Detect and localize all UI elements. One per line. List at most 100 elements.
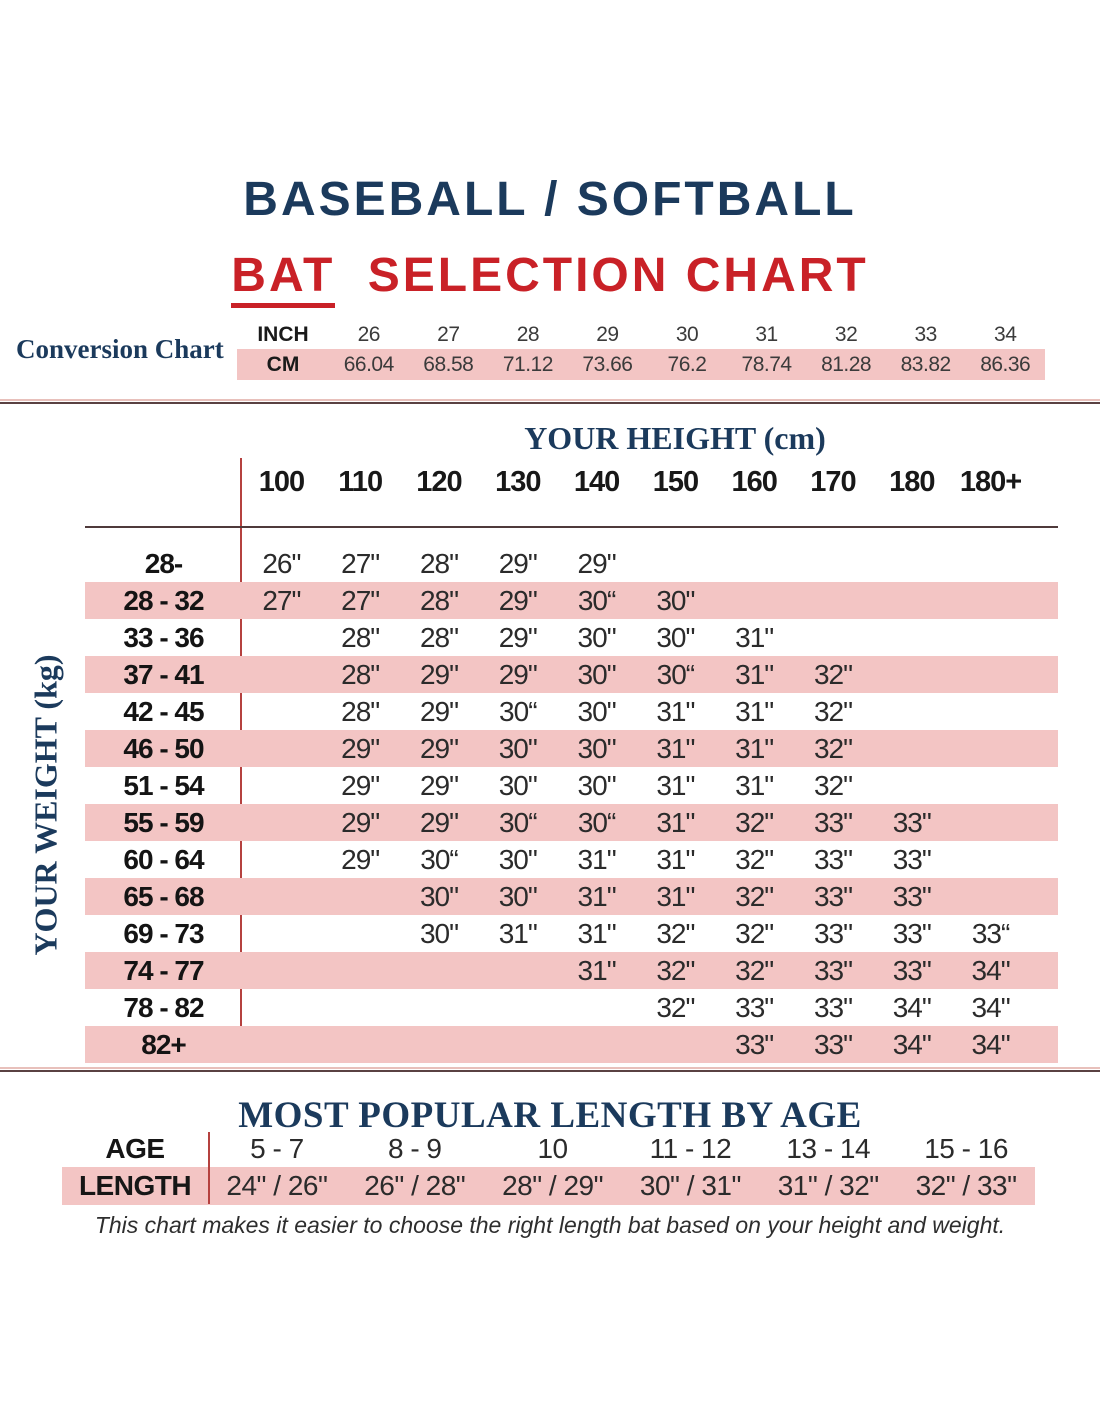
age-range-value: 15 - 16	[924, 1132, 1008, 1164]
bat-length-cell: 31"	[656, 695, 695, 727]
bat-length-cell: 29"	[498, 547, 538, 579]
matrix-row: 33 - 36 28" 28" 29" 30" 30" 31"	[85, 619, 1030, 656]
conversion-cm-row: CM 66.04 68.58 71.12 73.66 76.2 78.74 81.28 83.…	[237, 349, 1045, 380]
height-column-header: 150	[652, 466, 699, 498]
weight-range-label: 78 - 82	[123, 991, 204, 1023]
weight-range-label: 65 - 68	[123, 880, 204, 912]
bat-length-cell: 28"	[341, 695, 380, 727]
matrix-row: 74 - 77 31" 32" 32" 33" 33" 34"	[85, 952, 1030, 989]
weight-range-label: 51 - 54	[123, 769, 204, 801]
bat-length-cell: 32"	[656, 991, 695, 1023]
weight-range-label: 55 - 59	[123, 806, 204, 838]
matrix-row: 55 - 59 29" 29" 30“ 30“ 31" 32" 33" 33"	[85, 804, 1030, 841]
bat-length-cell: 32"	[813, 658, 853, 690]
length-value: 31" / 32"	[777, 1170, 880, 1201]
bat-length-cell: 31"	[656, 732, 695, 764]
height-column-header: 140	[573, 466, 620, 498]
matrix-row: 78 - 82 32" 33" 33" 34" 34"	[85, 989, 1030, 1026]
age-section-title: MOST POPULAR LENGTH BY AGE	[238, 1095, 862, 1136]
page-title-line1: BASEBALL / SOFTBALL	[243, 173, 857, 226]
matrix-row: 69 - 73 30" 31" 31" 32" 32" 33" 33" 33“	[85, 915, 1030, 952]
page-title-line2: BAT SELECTION CHART	[0, 248, 1100, 309]
conversion-table: INCH 26 27 28 29 30 31 32 33 34 CM 66.04 68.58 71.…	[237, 320, 1045, 380]
matrix-row: 37 - 41 28" 29" 29" 30" 30“ 31" 32"	[85, 656, 1030, 693]
bat-length-cell: 32"	[735, 880, 774, 912]
bat-length-cell: 31"	[577, 843, 617, 875]
bat-length-cell: 30"	[656, 621, 695, 653]
matrix-row: 60 - 64 29" 30“ 30" 31" 31" 32" 33" 33"	[85, 841, 1030, 878]
weight-axis-title: YOUR WEIGHT (kg)	[27, 654, 64, 956]
bat-length-cell: 30“	[656, 658, 695, 690]
separator-bottom	[0, 1070, 1100, 1072]
height-column-header: 130	[495, 466, 541, 498]
bat-length-cell: 29"	[419, 658, 459, 690]
bat-length-cell: 34"	[892, 1028, 932, 1060]
matrix-row: 42 - 45 28" 29" 30“ 30" 31" 31" 32"	[85, 693, 1030, 730]
weight-range-label: 60 - 64	[123, 843, 204, 875]
conversion-chart-label: Conversion Chart	[16, 334, 224, 364]
bat-length-cell: 31"	[735, 732, 774, 764]
height-column-header: 110	[338, 466, 383, 498]
age-range-value: 5 - 7	[250, 1132, 304, 1164]
bat-length-cell: 28"	[419, 547, 459, 579]
length-value: 32" / 33"	[915, 1170, 1018, 1201]
bat-length-cell: 30"	[656, 584, 695, 616]
conversion-cm-value: 68.58	[423, 352, 474, 376]
bat-length-cell: 30"	[577, 732, 617, 764]
footer-note: This chart makes it easier to choose the…	[94, 1212, 1006, 1238]
bat-length-cell: 30"	[577, 658, 617, 690]
matrix-row: 28 - 32 27" 27" 28" 29" 30“ 30"	[85, 582, 1030, 619]
conversion-cm-value: 78.74	[741, 352, 793, 376]
bat-length-cell: 28"	[419, 621, 459, 653]
bat-length-cell: 33"	[735, 1028, 774, 1060]
bat-length-cell: 34"	[971, 954, 1011, 986]
bat-length-cell: 31"	[735, 769, 774, 801]
conversion-cm-value: 66.04	[343, 352, 395, 376]
length-row: LENGTH 24" / 26" 26" / 28" 28" / 29" 30" / …	[62, 1167, 1035, 1205]
conversion-inch-value: 28	[516, 322, 540, 346]
matrix-row: 51 - 54 29" 29" 30" 30" 31" 31" 32"	[85, 767, 1030, 804]
bat-length-cell: 34"	[892, 991, 932, 1023]
length-value: 30" / 31"	[639, 1170, 742, 1201]
height-column-header: 100	[258, 466, 305, 498]
conversion-cm-value: 83.82	[900, 352, 952, 376]
length-value: 26" / 28"	[364, 1170, 466, 1201]
bat-length-cell: 30"	[498, 732, 538, 764]
weight-range-label: 28 - 32	[123, 584, 204, 616]
conversion-inch-value: 33	[914, 322, 937, 346]
bat-length-cell: 29"	[419, 732, 459, 764]
title-selection-chart: SELECTION CHART	[367, 249, 869, 302]
bat-length-cell: 30"	[577, 621, 617, 653]
bat-length-cell: 30“	[577, 806, 616, 838]
age-range-value: 10	[537, 1132, 568, 1164]
bat-length-cell: 29"	[341, 769, 380, 801]
matrix-row: 65 - 68 30" 30" 31" 31" 32" 33" 33"	[85, 878, 1030, 915]
length-row-label: LENGTH	[78, 1170, 192, 1201]
weight-range-label: 37 - 41	[123, 658, 204, 690]
height-column-header: 180	[889, 466, 935, 498]
bat-length-cell: 28"	[341, 621, 380, 653]
bat-length-cell: 33"	[735, 991, 774, 1023]
matrix-row: 28- 26" 27" 28" 29" 29"	[85, 545, 1030, 582]
bat-length-cell: 32"	[656, 954, 695, 986]
length-value: 28" / 29"	[502, 1170, 604, 1201]
bat-length-cell: 29"	[341, 732, 380, 764]
bat-length-cell: 29"	[341, 843, 380, 875]
age-range-value: 13 - 14	[786, 1132, 871, 1164]
bat-length-cell: 28"	[419, 584, 459, 616]
bat-length-cell: 33"	[813, 843, 853, 875]
age-table-vertical-rule	[208, 1132, 210, 1204]
age-range-value: 8 - 9	[387, 1132, 442, 1164]
length-value: 24" / 26"	[226, 1170, 328, 1201]
bat-length-cell: 30“	[420, 843, 458, 875]
bat-length-cell: 29"	[577, 547, 617, 579]
bat-length-cell: 31"	[577, 880, 617, 912]
weight-range-label: 69 - 73	[123, 917, 204, 949]
bat-length-cell: 30"	[577, 695, 617, 727]
bat-length-cell: 31"	[577, 954, 617, 986]
bat-length-cell: 27"	[341, 584, 380, 616]
bat-length-cell: 31"	[656, 806, 695, 838]
height-column-header: 170	[810, 466, 856, 498]
matrix-row: 46 - 50 29" 29" 30" 30" 31" 31" 32"	[85, 730, 1030, 767]
